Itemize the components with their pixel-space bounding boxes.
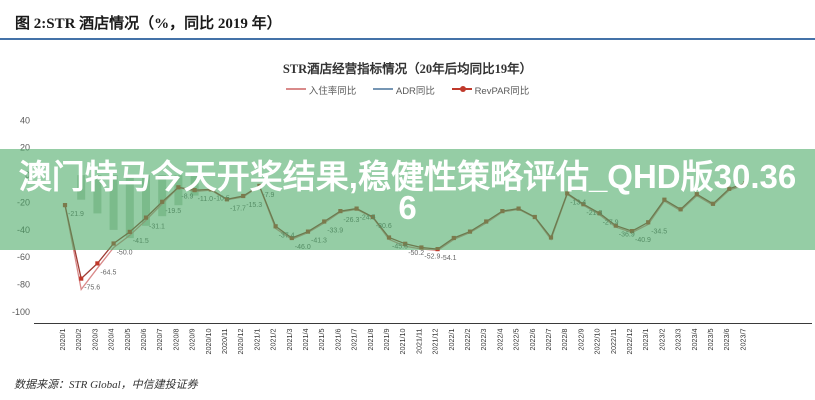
svg-text:2022/1: 2022/1 (447, 328, 456, 350)
svg-text:-50.2: -50.2 (408, 250, 424, 257)
svg-text:2020/9: 2020/9 (188, 328, 197, 350)
svg-text:2020/4: 2020/4 (107, 328, 116, 350)
svg-text:2022/7: 2022/7 (544, 328, 553, 350)
svg-text:2023/3: 2023/3 (674, 328, 683, 350)
svg-text:-54.1: -54.1 (441, 255, 457, 262)
svg-text:2023/1: 2023/1 (641, 328, 650, 350)
svg-text:2021/8: 2021/8 (366, 328, 375, 350)
svg-text:2022/6: 2022/6 (528, 328, 537, 350)
svg-text:2021/11: 2021/11 (414, 329, 423, 354)
svg-text:-60: -60 (17, 252, 30, 262)
svg-text:-100: -100 (12, 307, 30, 317)
svg-text:2021/4: 2021/4 (301, 328, 310, 350)
svg-text:2021/5: 2021/5 (317, 328, 326, 350)
svg-text:2021/2: 2021/2 (269, 328, 278, 350)
svg-text:2021/9: 2021/9 (382, 328, 391, 350)
svg-text:2022/10: 2022/10 (593, 329, 602, 355)
svg-text:2020/3: 2020/3 (90, 328, 99, 350)
svg-text:2023/6: 2023/6 (722, 328, 731, 350)
svg-text:2021/3: 2021/3 (285, 328, 294, 350)
svg-text:-50.0: -50.0 (117, 250, 133, 257)
svg-text:2023/2: 2023/2 (657, 328, 666, 350)
svg-text:2022/11: 2022/11 (609, 329, 618, 354)
svg-text:2020/6: 2020/6 (139, 328, 148, 350)
svg-text:-64.5: -64.5 (100, 269, 116, 276)
svg-text:2021/1: 2021/1 (252, 328, 261, 350)
svg-text:2022/2: 2022/2 (463, 328, 472, 350)
svg-text:2023/5: 2023/5 (706, 328, 715, 350)
svg-text:2022/3: 2022/3 (479, 328, 488, 350)
svg-text:2023/7: 2023/7 (738, 328, 747, 350)
svg-text:2023/4: 2023/4 (690, 328, 699, 350)
svg-text:-52.9: -52.9 (424, 254, 440, 261)
svg-text:2022/9: 2022/9 (576, 328, 585, 350)
svg-text:2022/8: 2022/8 (560, 328, 569, 350)
svg-text:2020/2: 2020/2 (74, 328, 83, 350)
svg-text:2020/8: 2020/8 (171, 328, 180, 350)
svg-text:40: 40 (20, 115, 30, 125)
svg-text:2020/10: 2020/10 (204, 329, 213, 355)
svg-text:2020/12: 2020/12 (236, 329, 245, 355)
svg-text:-80: -80 (17, 280, 30, 290)
svg-text:2020/5: 2020/5 (123, 328, 132, 350)
svg-text:2022/12: 2022/12 (625, 329, 634, 355)
svg-text:2021/10: 2021/10 (398, 329, 407, 355)
svg-text:2020/11: 2020/11 (220, 329, 229, 354)
svg-text:-75.6: -75.6 (84, 285, 100, 292)
svg-text:2021/6: 2021/6 (333, 328, 342, 350)
svg-text:2020/7: 2020/7 (155, 328, 164, 350)
svg-text:2021/7: 2021/7 (350, 328, 359, 350)
svg-text:2021/12: 2021/12 (431, 329, 440, 355)
svg-text:2022/5: 2022/5 (512, 328, 521, 350)
svg-text:2022/4: 2022/4 (495, 328, 504, 350)
svg-text:2020/1: 2020/1 (58, 328, 67, 350)
